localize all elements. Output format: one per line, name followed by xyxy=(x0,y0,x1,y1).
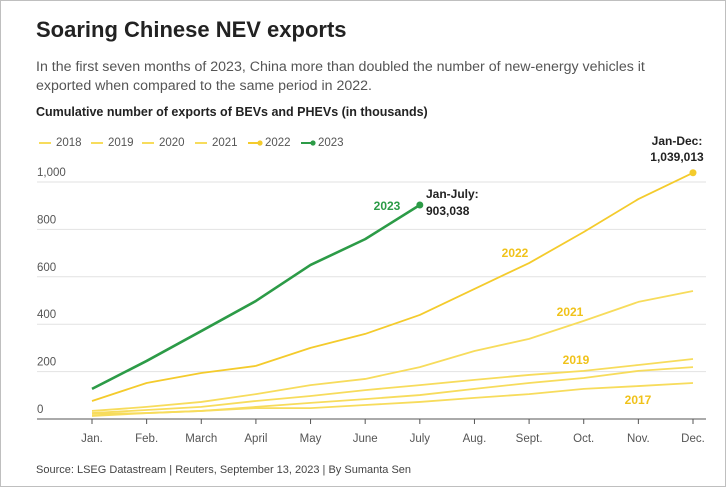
x-tick-label: Aug. xyxy=(463,433,487,445)
x-tick-label: Nov. xyxy=(627,433,650,445)
series-line xyxy=(91,366,694,415)
annotation: 2019 xyxy=(563,353,590,367)
y-axis-label: Cumulative number of exports of BEVs and… xyxy=(36,105,428,119)
x-tick-label: Oct. xyxy=(573,433,594,445)
legend-marker xyxy=(310,140,316,146)
y-tick-label: 600 xyxy=(37,262,56,274)
y-tick-label: 0 xyxy=(37,404,43,416)
series-line xyxy=(91,203,421,391)
legend-label: 2020 xyxy=(159,137,185,149)
series-line xyxy=(91,171,694,402)
x-tick-label: May xyxy=(300,433,322,445)
end-marker xyxy=(689,169,697,177)
annotation: Jan-July: xyxy=(426,187,479,201)
x-tick-label: Sept. xyxy=(516,433,543,445)
legend-label: 2018 xyxy=(56,137,82,149)
y-tick-label: 1,000 xyxy=(37,167,66,179)
series-line xyxy=(91,290,694,412)
annotation: 2021 xyxy=(557,305,584,319)
annotation: 903,038 xyxy=(426,204,470,218)
annotation: 1,039,013 xyxy=(650,150,704,164)
end-marker xyxy=(416,201,424,209)
x-tick-label: June xyxy=(353,433,378,445)
x-tick-label: Dec. xyxy=(681,433,705,445)
chart-subtitle: In the first seven months of 2023, China… xyxy=(36,59,645,94)
y-tick-label: 400 xyxy=(37,309,56,321)
annotation: 2017 xyxy=(625,393,652,407)
x-tick-label: July xyxy=(410,433,431,445)
source: Source: LSEG Datastream | Reuters, Septe… xyxy=(36,464,412,476)
legend-label: 2022 xyxy=(265,137,291,149)
legend-label: 2021 xyxy=(212,137,238,149)
chart-title: Soaring Chinese NEV exports xyxy=(36,17,347,42)
x-tick-label: Jan. xyxy=(81,433,103,445)
y-tick-label: 800 xyxy=(37,214,56,226)
annotation: 2023 xyxy=(374,199,401,213)
legend-marker xyxy=(257,140,263,146)
x-tick-label: March xyxy=(185,433,217,445)
annotation: 2022 xyxy=(502,246,529,260)
annotation: Jan-Dec: xyxy=(652,134,703,148)
x-tick-label: April xyxy=(244,433,267,445)
x-tick-label: Feb. xyxy=(135,433,158,445)
legend-label: 2023 xyxy=(318,137,344,149)
y-tick-label: 200 xyxy=(37,357,56,369)
legend-label: 2019 xyxy=(108,137,134,149)
series-line xyxy=(91,358,694,414)
